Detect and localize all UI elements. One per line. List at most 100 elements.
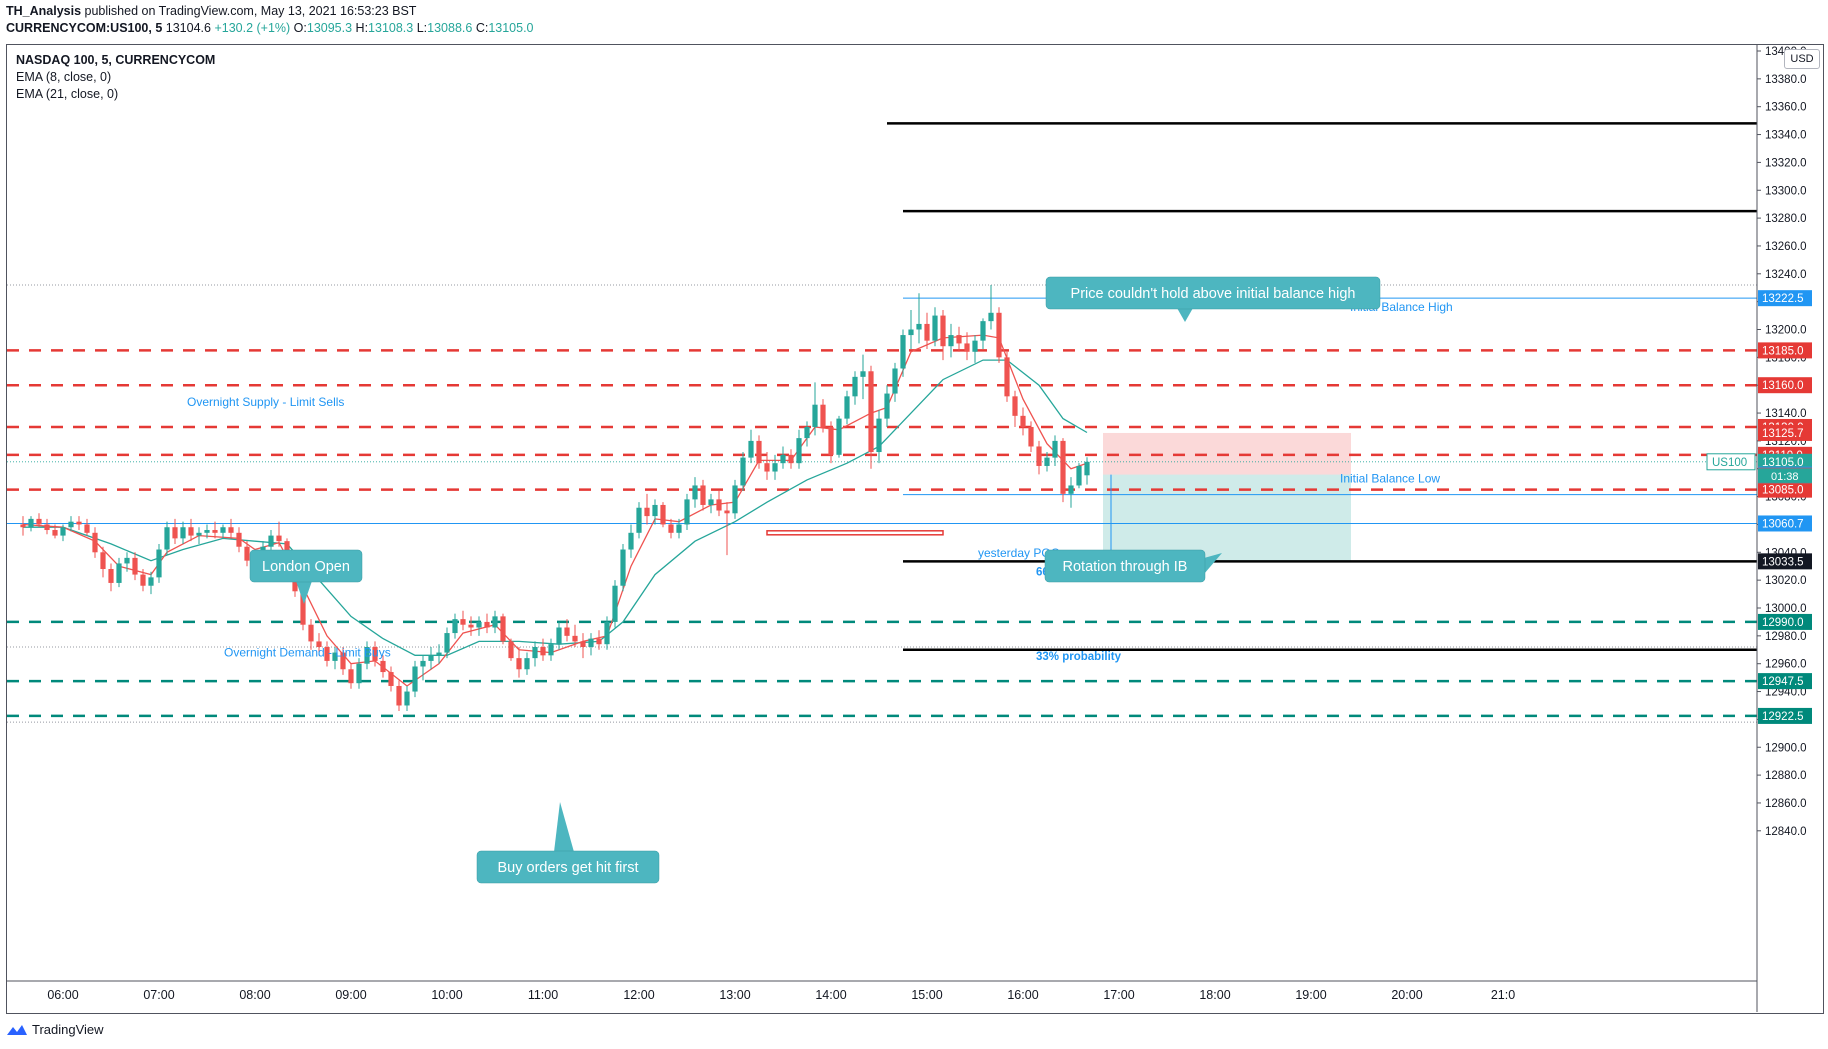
candle[interactable] [28,516,34,532]
candle[interactable] [1084,457,1090,485]
candle[interactable] [212,521,218,539]
candle[interactable] [660,502,666,528]
candle[interactable] [684,493,690,531]
candle[interactable] [140,569,146,592]
candle[interactable] [60,524,66,542]
candle[interactable] [852,371,858,405]
symbol-tag[interactable]: US100 [1706,453,1756,471]
candle[interactable] [124,552,130,572]
candle[interactable] [700,479,706,511]
candle[interactable] [972,335,978,363]
candle[interactable] [332,646,338,670]
candle[interactable] [812,382,818,436]
candle[interactable] [468,616,474,636]
candle[interactable] [860,354,866,400]
candle[interactable] [1052,435,1058,466]
candle[interactable] [676,518,682,539]
candle[interactable] [612,580,618,628]
candle[interactable] [900,329,906,377]
candle[interactable] [324,641,330,667]
candle[interactable] [916,293,922,344]
legend-ema-fast[interactable]: EMA (8, close, 0) [16,70,112,84]
candle[interactable] [372,641,378,667]
candle[interactable] [500,613,506,645]
candle[interactable] [540,638,546,661]
candle[interactable] [724,502,730,556]
candle[interactable] [892,362,898,402]
candle[interactable] [988,284,994,330]
level-price-label[interactable]: 13160.0 [1758,377,1812,394]
candle[interactable] [84,518,90,536]
ema-fast-line[interactable] [22,334,1088,687]
candle[interactable] [308,619,314,650]
candle[interactable] [796,429,802,469]
candle[interactable] [940,310,946,361]
yesterday-poc-marker[interactable] [766,530,944,536]
candle[interactable] [228,518,234,539]
candle[interactable] [148,571,154,595]
candle[interactable] [884,385,890,427]
candle[interactable] [740,452,746,492]
candle[interactable] [732,479,738,519]
candle[interactable] [516,646,522,678]
candle[interactable] [756,435,762,469]
candle[interactable] [524,652,530,675]
callout-2[interactable]: Buy orders get hit first [476,802,660,884]
candle[interactable] [876,410,882,464]
candle[interactable] [20,516,26,536]
callout-3[interactable]: Price couldn't hold above initial balanc… [1045,276,1381,322]
axis-price-label[interactable]: 13125.7 [1758,424,1812,441]
candle[interactable] [572,624,578,647]
candle[interactable] [108,563,114,592]
candle[interactable] [76,516,82,531]
candle[interactable] [692,477,698,508]
candle[interactable] [628,524,634,558]
candle[interactable] [1004,351,1010,402]
candle[interactable] [428,646,434,670]
footer-brand[interactable]: TradingView [6,1022,104,1037]
axis-price-label[interactable]: 13105.0 [1758,453,1812,470]
candle[interactable] [340,646,346,675]
candle[interactable] [764,452,770,480]
candle[interactable] [364,641,370,670]
candle[interactable] [620,543,626,592]
candle[interactable] [156,543,162,583]
legend-ema-slow[interactable]: EMA (21, close, 0) [16,87,119,101]
level-price-label[interactable]: 12990.0 [1758,613,1812,630]
candle[interactable] [996,307,1002,363]
axis-price-label[interactable]: 13222.5 [1758,290,1812,307]
candle[interactable] [668,518,674,539]
candle[interactable] [1028,421,1034,453]
candle[interactable] [180,521,186,544]
candle[interactable] [404,685,410,712]
candle[interactable] [844,390,850,425]
candle[interactable] [580,633,586,659]
ema-slow-line[interactable] [23,359,1088,656]
candle[interactable] [52,524,58,539]
candle[interactable] [204,524,210,539]
candle[interactable] [1036,440,1042,475]
candle[interactable] [908,310,914,349]
candle[interactable] [36,513,42,528]
candle[interactable] [948,323,954,358]
candle[interactable] [476,616,482,636]
candle[interactable] [932,307,938,347]
candle[interactable] [556,621,562,650]
candle[interactable] [236,527,242,553]
candle[interactable] [1044,452,1050,472]
candle[interactable] [716,491,722,517]
candle[interactable] [116,557,122,588]
candle[interactable] [452,613,458,639]
currency-button[interactable]: USD [1784,49,1820,69]
candle[interactable] [604,616,610,650]
candle[interactable] [492,610,498,634]
candle[interactable] [316,633,322,656]
candle[interactable] [836,415,842,458]
level-price-label[interactable]: 13085.0 [1758,481,1812,498]
candle[interactable] [68,516,74,532]
candle[interactable] [804,421,810,447]
author-name[interactable]: TH_Analysis [6,4,82,18]
axis-price-label[interactable]: 13060.7 [1758,515,1812,532]
candle[interactable] [244,541,250,567]
